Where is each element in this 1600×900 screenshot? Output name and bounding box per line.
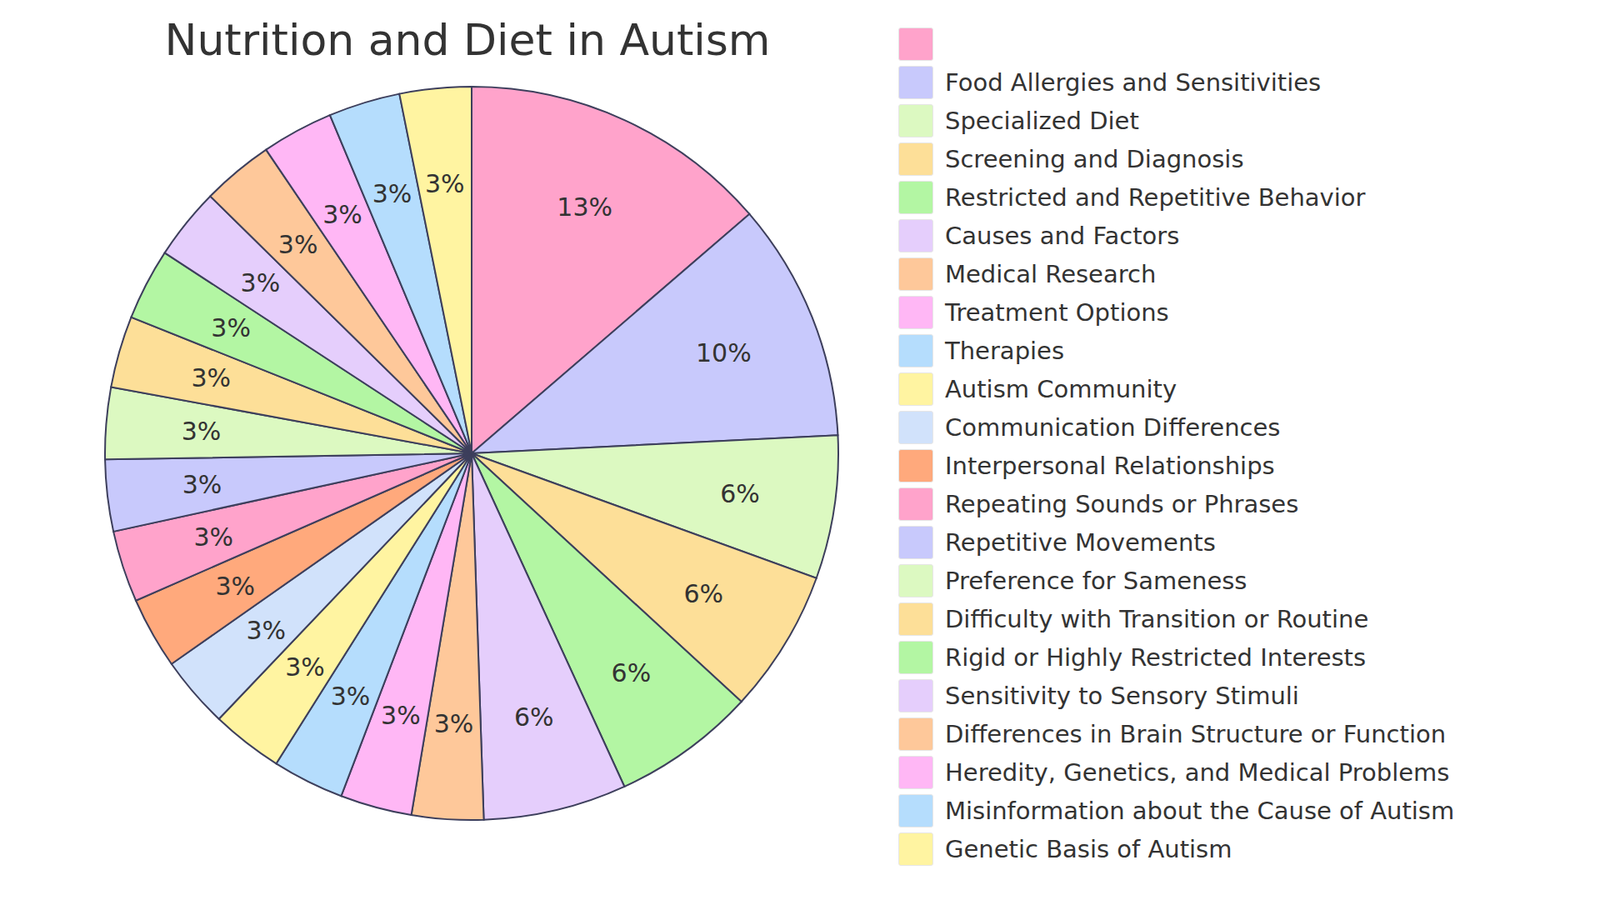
svg-text:3%: 3% [215,571,255,601]
svg-text:3%: 3% [322,200,363,230]
html-text:Communication Differences: Communication Differences [945,413,1281,442]
html-text:Specialized Diet: Specialized Diet [945,106,1139,135]
html-text:Difficulty with Transition or: Difficulty with Transition or Routine [945,605,1369,634]
html-text:Repetitive Movements: Repetitive Movements [945,528,1216,557]
svg-text:6%: 6% [514,702,555,732]
svg-text:10%: 10% [695,338,752,368]
html-text:Nutrition and Diet in Autism: Nutrition and Diet in Autism [164,15,771,65]
svg-text:6%: 6% [720,479,760,509]
html-text:Restricted and Repetitive Beha: Restricted and Repetitive Behavior [945,183,1366,212]
svg-text:3%: 3% [425,169,465,199]
svg-text:6%: 6% [611,658,652,688]
html-text:Misinformation about the Cause: Misinformation about the Cause of Autism [945,796,1455,825]
svg-text:3%: 3% [194,522,235,552]
svg-text:3%: 3% [182,470,223,500]
html-text:Differences in Brain Structure: Differences in Brain Structure or Functi… [945,720,1446,749]
html-text:Autism Community: Autism Community [945,375,1177,404]
html-text:Sensitivity to Sensory Stimuli: Sensitivity to Sensory Stimuli [945,681,1300,710]
svg-text:3%: 3% [278,230,319,260]
html-text:Food Allergies and Sensitiviti: Food Allergies and Sensitivities [945,68,1321,97]
html-text:Genetic Basis of Autism: Genetic Basis of Autism [945,835,1233,864]
html-text:Rigid or Highly Restricted Int: Rigid or Highly Restricted Interests [945,643,1366,672]
svg-text:3%: 3% [330,681,371,711]
html-text:Heredity, Genetics, and Medica: Heredity, Genetics, and Medical Problems [945,758,1450,787]
html-text:Treatment Options: Treatment Options [945,298,1169,327]
html-text:Causes and Factors: Causes and Factors [945,221,1180,250]
svg-text:3%: 3% [372,179,413,209]
svg-text:3%: 3% [285,652,325,682]
svg-text:3%: 3% [380,700,421,730]
html-text:Medical Research: Medical Research [945,260,1157,289]
html-text:Therapies: Therapies [945,336,1065,365]
svg-text:3%: 3% [240,268,281,298]
svg-text:6%: 6% [684,579,725,609]
svg-text:13%: 13% [556,192,613,222]
svg-text:3%: 3% [434,709,475,739]
html-text:Preference for Sameness: Preference for Sameness [945,566,1248,595]
html-text:Interpersonal Relationships: Interpersonal Relationships [945,451,1275,480]
svg-text:3%: 3% [181,416,222,446]
svg-text:3%: 3% [210,313,251,343]
html-text:Screening and Diagnosis: Screening and Diagnosis [945,145,1244,174]
svg-text:3%: 3% [190,363,231,393]
html-text:Repeating Sounds or Phrases: Repeating Sounds or Phrases [945,490,1299,519]
svg-text:3%: 3% [245,615,286,645]
